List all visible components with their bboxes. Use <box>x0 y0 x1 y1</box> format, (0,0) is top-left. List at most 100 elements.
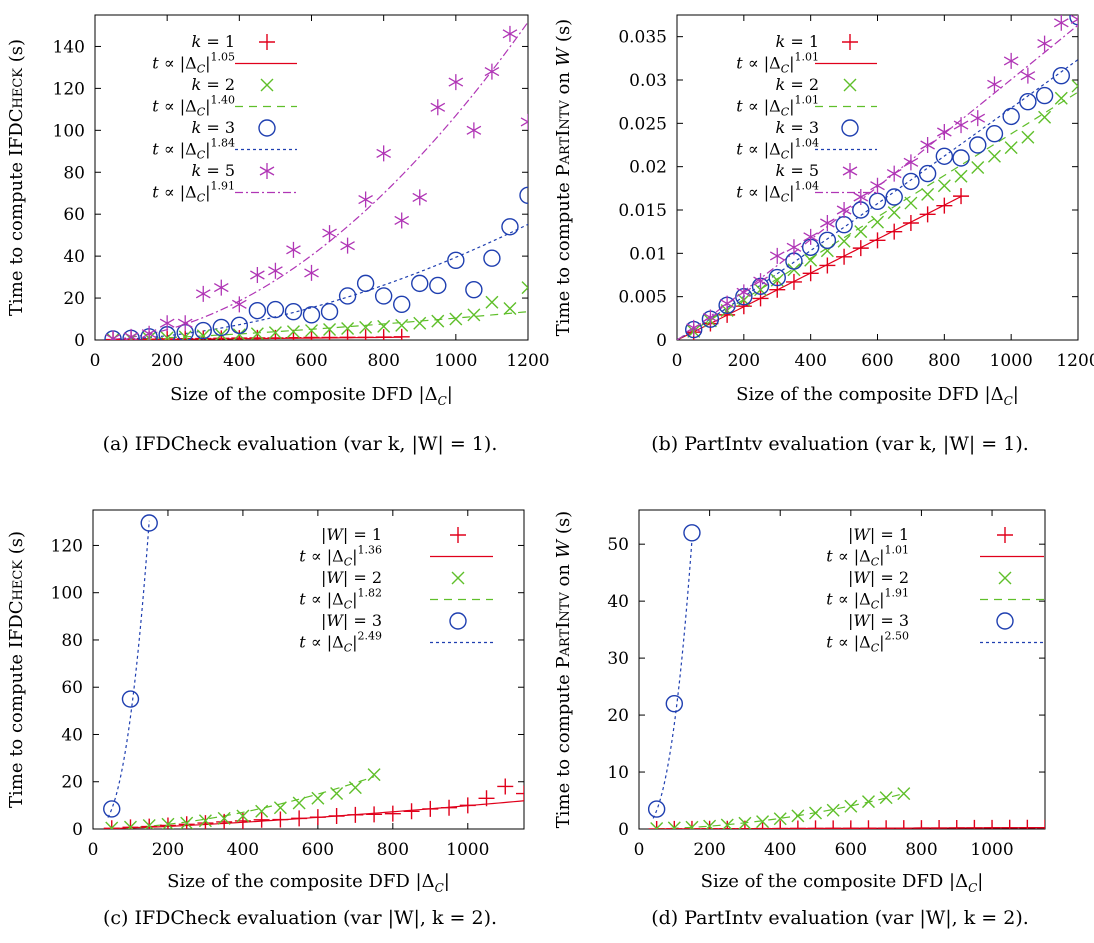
data-point <box>920 137 935 153</box>
data-point <box>869 232 886 249</box>
x-tick-label: 200 <box>152 840 184 860</box>
data-point <box>340 237 355 254</box>
legend-label: |W| = 3 <box>321 611 382 630</box>
data-point <box>250 267 265 283</box>
data-point <box>266 300 285 319</box>
data-point <box>272 811 289 828</box>
data-point <box>754 820 771 829</box>
data-point <box>141 818 158 829</box>
data-point <box>785 252 803 270</box>
chart-panel-d: 0 200 400 600 800 1000 0 10 20 30 40 50 Time to comp… <box>553 509 1046 895</box>
data-point <box>666 820 683 829</box>
data-point <box>195 285 211 302</box>
data-point <box>818 231 837 250</box>
plot-frame <box>92 509 525 830</box>
data-point <box>802 265 819 282</box>
data-point <box>393 295 411 314</box>
y-axis-label: Time to compute PARTINTV on W (s) <box>553 511 574 828</box>
y-tick-label: 0.02 <box>629 158 667 178</box>
data-point <box>367 768 381 782</box>
x-tick-label: 800 <box>905 840 937 860</box>
x-tick-label: 600 <box>861 351 893 371</box>
data-point <box>140 514 158 532</box>
y-tick-label: 20 <box>61 773 83 793</box>
legend-label: k = 1 <box>776 32 819 51</box>
data-point <box>123 820 137 829</box>
data-point <box>516 785 524 802</box>
legend: |W| = 1t ∝ |ΔC|1.01|W| = 2t ∝ |ΔC|1.91|W… <box>826 525 1044 655</box>
legend-marker <box>451 571 465 585</box>
legend-marker <box>842 163 858 179</box>
data-point <box>249 329 266 340</box>
x-tick-label: 200 <box>151 351 183 371</box>
plot-area <box>677 15 1078 340</box>
data-point <box>686 319 702 336</box>
data-point <box>703 309 718 326</box>
data-point <box>447 251 465 270</box>
chart-panel-a: 0 200 400 600 800 1000 1200 0 20 40 60 80 100 120 140 T… <box>6 14 550 408</box>
data-point <box>501 218 519 236</box>
data-point <box>305 324 318 338</box>
data-point <box>347 806 364 823</box>
data-point <box>785 273 802 290</box>
data-point <box>384 805 401 822</box>
data-point <box>1069 15 1078 26</box>
y-tick-label: 0.03 <box>629 71 667 91</box>
data-point <box>970 110 986 127</box>
data-point <box>772 820 789 829</box>
data-point <box>837 234 851 248</box>
data-point <box>868 192 887 211</box>
data-point <box>919 206 936 223</box>
legend-label: k = 5 <box>192 161 235 180</box>
data-point <box>836 248 853 265</box>
data-point <box>142 818 156 829</box>
data-point <box>160 331 174 340</box>
x-axis-label: Size of the composite DFD |ΔC| <box>701 871 984 895</box>
legend-fit-label: t ∝ |ΔC|2.50 <box>826 630 909 655</box>
data-point <box>1003 52 1019 69</box>
y-axis-label: Time to compute PARTINTV on W (s) <box>553 19 574 336</box>
data-point <box>159 330 176 340</box>
legend-marker <box>259 34 275 50</box>
data-point <box>141 325 157 340</box>
x-tick-label: 0 <box>88 840 99 860</box>
data-point <box>502 25 518 42</box>
legend: k = 1t ∝ |ΔC|1.01k = 2t ∝ |ΔC|1.01k = 3t… <box>736 32 877 205</box>
data-point <box>913 820 930 829</box>
data-point <box>403 803 420 820</box>
y-tick-label: 0 <box>72 820 83 840</box>
data-point <box>954 169 968 183</box>
data-point <box>268 326 282 340</box>
data-point <box>984 819 1001 829</box>
y-tick-label: 100 <box>51 584 83 604</box>
chart-panel-b: 0 200 400 600 800 1000 1200 0 0.005 0.01 0.015 0.02… <box>553 14 1094 408</box>
data-point <box>769 247 785 264</box>
y-tick-label: 120 <box>53 79 85 99</box>
legend-label: k = 2 <box>192 75 235 94</box>
caption-c: (c) IFDCheck evaluation (var |W|, k = 2)… <box>102 907 498 929</box>
data-point <box>861 795 875 809</box>
data-point <box>854 225 868 239</box>
data-point <box>321 329 338 340</box>
data-point <box>701 820 718 829</box>
plot-area <box>103 514 524 829</box>
data-point <box>441 799 458 816</box>
x-tick-label: 0 <box>90 351 101 371</box>
data-point <box>683 820 700 829</box>
data-point <box>1020 67 1036 84</box>
data-point <box>825 820 842 829</box>
legend-marker <box>841 119 859 137</box>
y-tick-label: 60 <box>63 205 85 225</box>
legend-marker <box>258 119 276 137</box>
data-point <box>159 817 176 829</box>
data-point <box>1038 110 1052 124</box>
data-point <box>904 196 918 210</box>
legend-label: k = 1 <box>192 32 235 51</box>
data-point <box>328 808 345 825</box>
data-point <box>936 197 953 214</box>
x-tick-label: 400 <box>227 840 259 860</box>
data-point <box>756 815 770 829</box>
y-tick-label: 0.005 <box>618 288 667 308</box>
data-point <box>217 811 231 825</box>
